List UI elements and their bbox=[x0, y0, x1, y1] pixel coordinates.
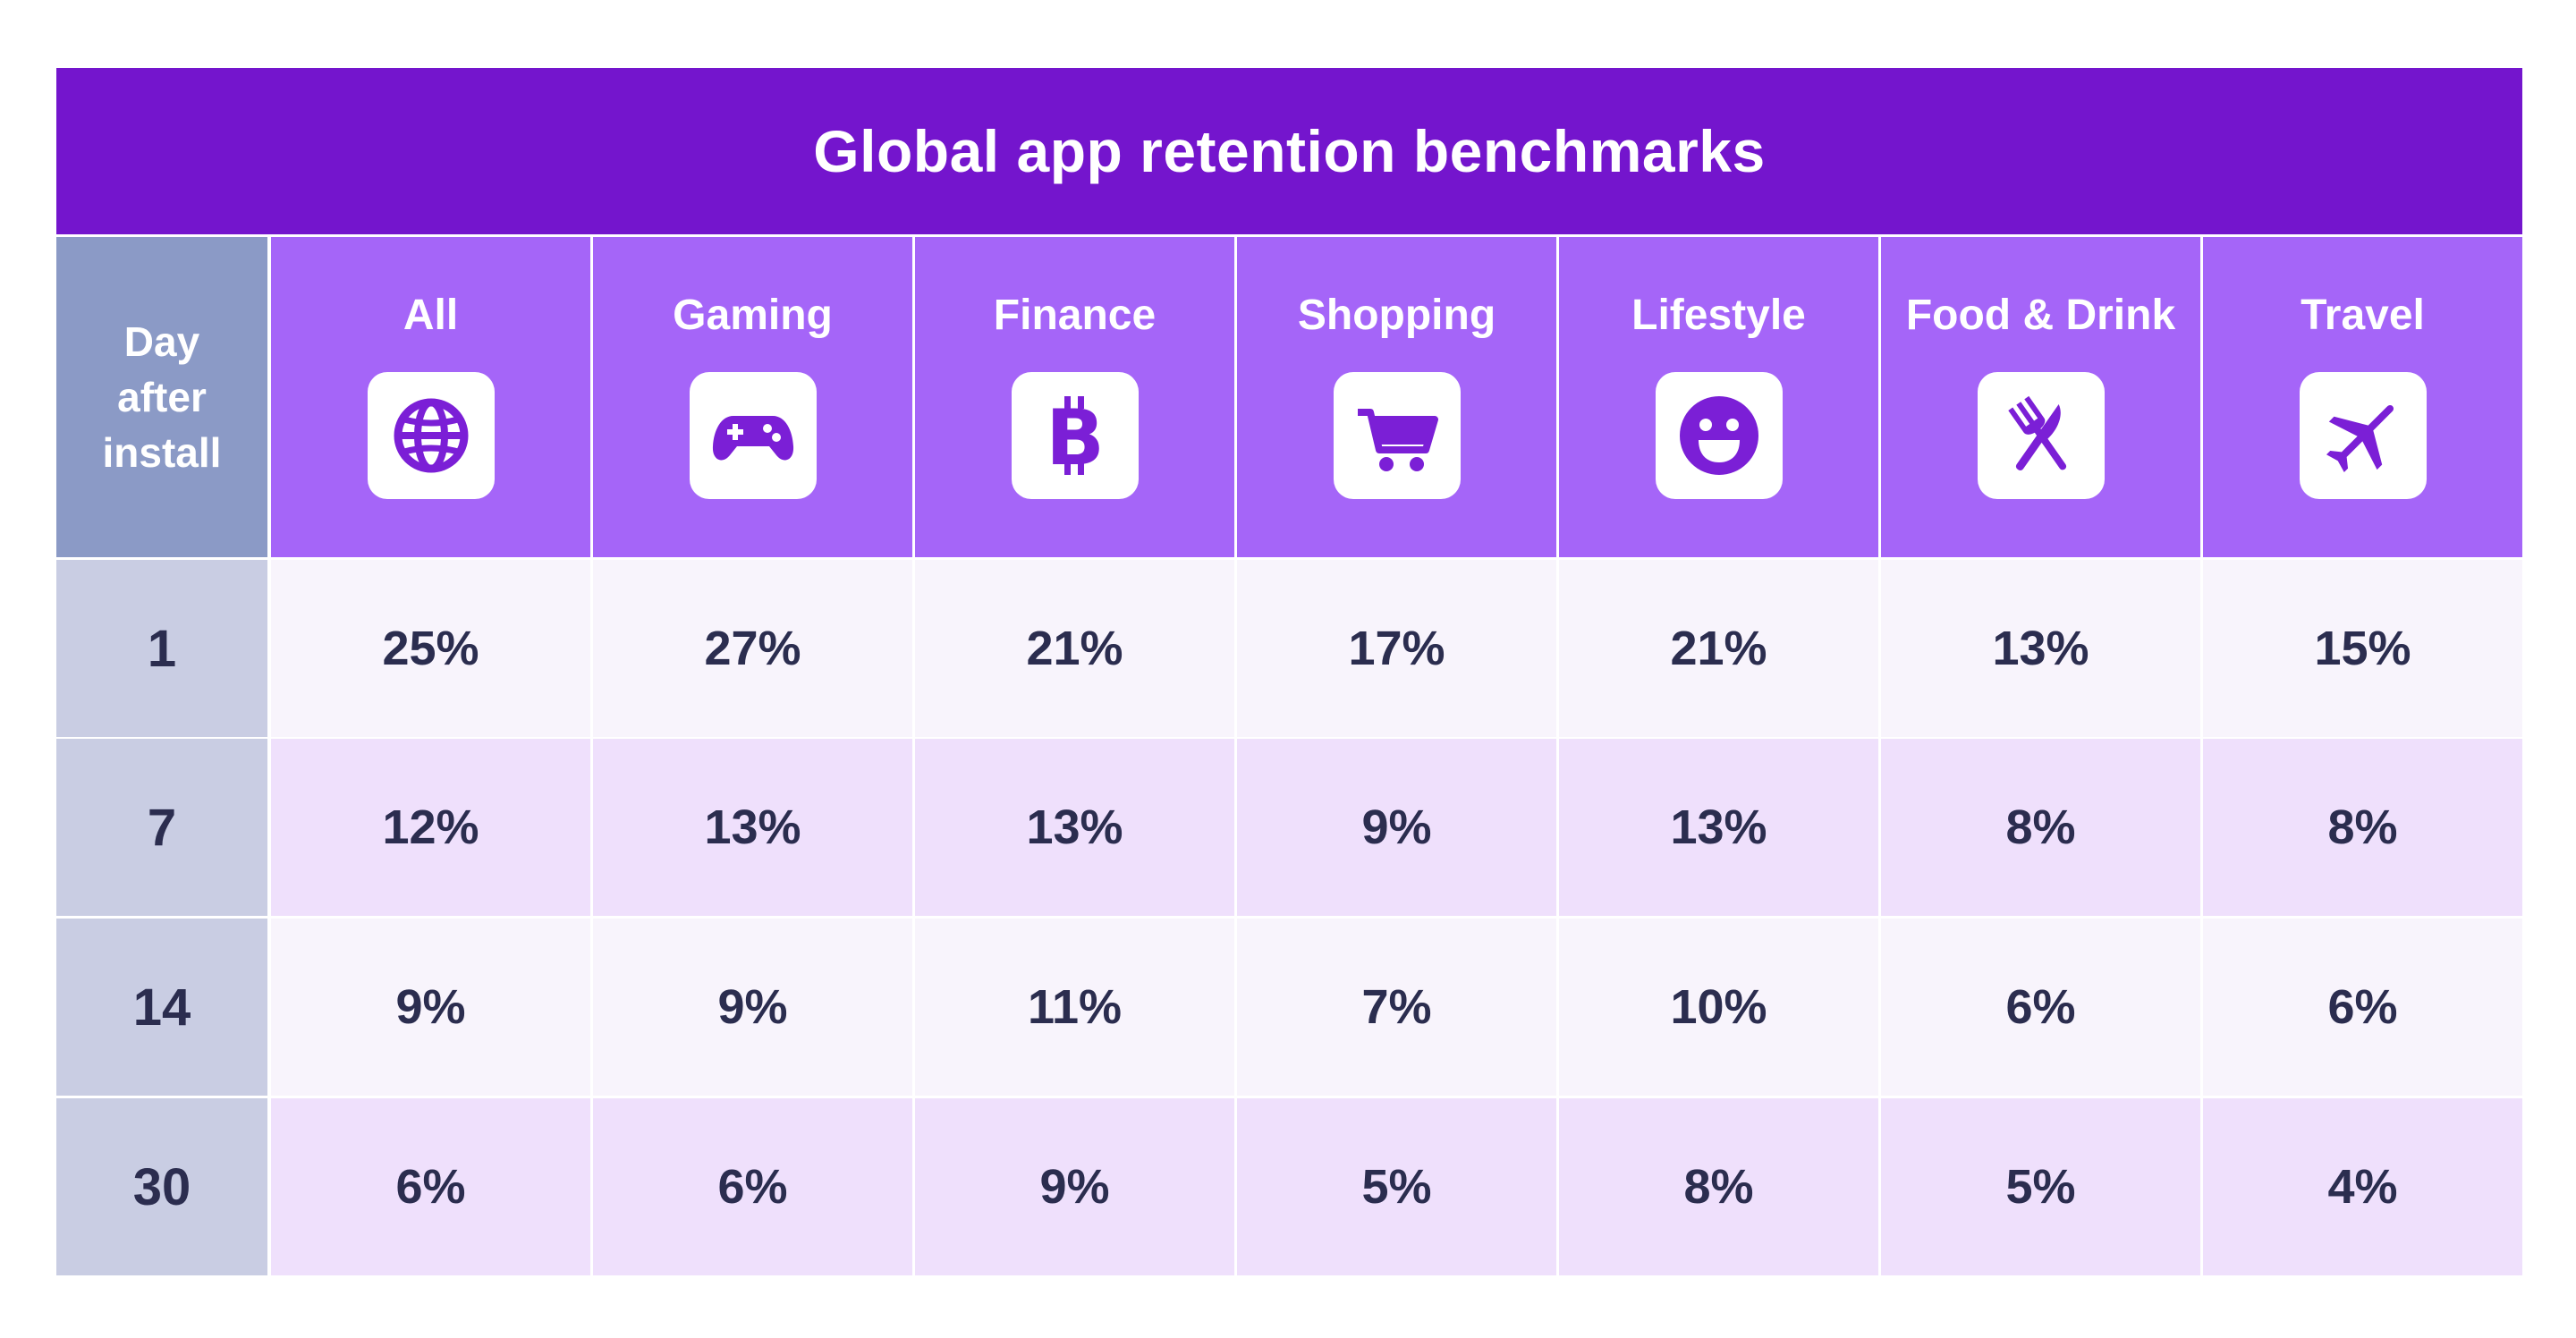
svg-text:B: B bbox=[1046, 394, 1105, 480]
column-header-label: Travel bbox=[2301, 292, 2425, 339]
column-header-travel: Travel bbox=[2203, 237, 2522, 557]
value-cell-food-and-drink-day-14: 6% bbox=[1881, 919, 2200, 1096]
shopping-cart-icon bbox=[1333, 372, 1461, 499]
column-header-gaming: Gaming bbox=[593, 237, 912, 557]
value-cell-shopping-day-1: 17% bbox=[1237, 560, 1556, 737]
column-header-all: All bbox=[271, 237, 590, 557]
value-cell-all-day-14: 9% bbox=[271, 919, 590, 1096]
day-header-line-2: after bbox=[117, 374, 207, 420]
value-cell-finance-day-7: 13% bbox=[915, 739, 1234, 916]
day-header-line-1: Day bbox=[123, 318, 200, 365]
value-cell-lifestyle-day-30: 8% bbox=[1559, 1098, 1878, 1275]
value-cell-finance-day-14: 11% bbox=[915, 919, 1234, 1096]
value-cell-food-and-drink-day-1: 13% bbox=[1881, 560, 2200, 737]
table-title-bar: Global app retention benchmarks bbox=[56, 68, 2522, 234]
day-cell: 1 bbox=[56, 560, 267, 737]
fork-knife-icon bbox=[1977, 372, 2105, 499]
gamepad-icon bbox=[689, 372, 817, 499]
value-cell-all-day-30: 6% bbox=[271, 1098, 590, 1275]
column-header-shopping: Shopping bbox=[1237, 237, 1556, 557]
value-cell-travel-day-7: 8% bbox=[2203, 739, 2522, 916]
bitcoin-icon: B bbox=[1011, 372, 1139, 499]
column-header-label: Shopping bbox=[1297, 292, 1496, 339]
value-cell-all-day-1: 25% bbox=[271, 560, 590, 737]
column-header-label: All bbox=[402, 292, 459, 339]
value-cell-all-day-7: 12% bbox=[271, 739, 590, 916]
value-cell-shopping-day-14: 7% bbox=[1237, 919, 1556, 1096]
airplane-icon bbox=[2299, 372, 2427, 499]
value-cell-lifestyle-day-14: 10% bbox=[1559, 919, 1878, 1096]
value-cell-finance-day-30: 9% bbox=[915, 1098, 1234, 1275]
column-header-label: Gaming bbox=[673, 292, 833, 339]
value-cell-gaming-day-1: 27% bbox=[593, 560, 912, 737]
globe-icon bbox=[367, 372, 495, 499]
table-title: Global app retention benchmarks bbox=[813, 118, 1766, 184]
day-cell: 30 bbox=[56, 1098, 267, 1275]
value-cell-finance-day-1: 21% bbox=[915, 560, 1234, 737]
column-header-label: Finance bbox=[993, 292, 1157, 339]
value-cell-food-and-drink-day-7: 8% bbox=[1881, 739, 2200, 916]
value-cell-travel-day-30: 4% bbox=[2203, 1098, 2522, 1275]
column-header-finance: Finance B bbox=[915, 237, 1234, 557]
value-cell-gaming-day-30: 6% bbox=[593, 1098, 912, 1275]
column-header-lifestyle: Lifestyle bbox=[1559, 237, 1878, 557]
day-cell: 14 bbox=[56, 919, 267, 1096]
value-cell-lifestyle-day-1: 21% bbox=[1559, 560, 1878, 737]
day-header-line-3: install bbox=[102, 429, 222, 476]
value-cell-shopping-day-30: 5% bbox=[1237, 1098, 1556, 1275]
value-cell-shopping-day-7: 9% bbox=[1237, 739, 1556, 916]
value-cell-travel-day-14: 6% bbox=[2203, 919, 2522, 1096]
day-after-install-header: Day after install bbox=[56, 237, 267, 557]
value-cell-food-and-drink-day-30: 5% bbox=[1881, 1098, 2200, 1275]
value-cell-travel-day-1: 15% bbox=[2203, 560, 2522, 737]
value-cell-lifestyle-day-7: 13% bbox=[1559, 739, 1878, 916]
value-cell-gaming-day-14: 9% bbox=[593, 919, 912, 1096]
day-cell: 7 bbox=[56, 739, 267, 916]
retention-table: Global app retention benchmarks Day afte… bbox=[56, 68, 2522, 1279]
column-header-label: Food & Drink bbox=[1905, 292, 2176, 339]
value-cell-gaming-day-7: 13% bbox=[593, 739, 912, 916]
smiley-icon bbox=[1655, 372, 1783, 499]
column-header-label: Lifestyle bbox=[1631, 292, 1806, 339]
column-header-food-and-drink: Food & Drink bbox=[1881, 237, 2200, 557]
